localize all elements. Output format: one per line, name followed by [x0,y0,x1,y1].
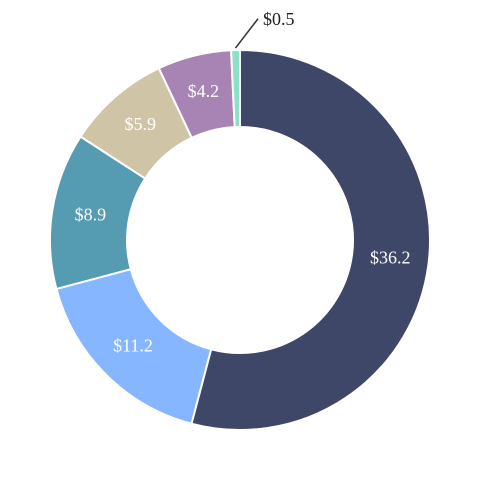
leader-line-5 [234,18,259,49]
slice-label-3: $5.9 [125,114,157,134]
slice-label-2: $8.9 [75,204,107,224]
slices-group [49,48,431,431]
slice-label-1: $11.2 [113,335,153,355]
slice-label-4: $4.2 [188,81,220,101]
slice-label-5: $0.5 [263,9,295,29]
labels-group: $36.2 $11.2 $8.9 $5.9 $4.2 $0.5 [75,9,411,356]
donut-slice-0 [190,48,431,431]
donut-slice-5 [230,48,241,129]
slice-label-0: $36.2 [370,248,411,268]
